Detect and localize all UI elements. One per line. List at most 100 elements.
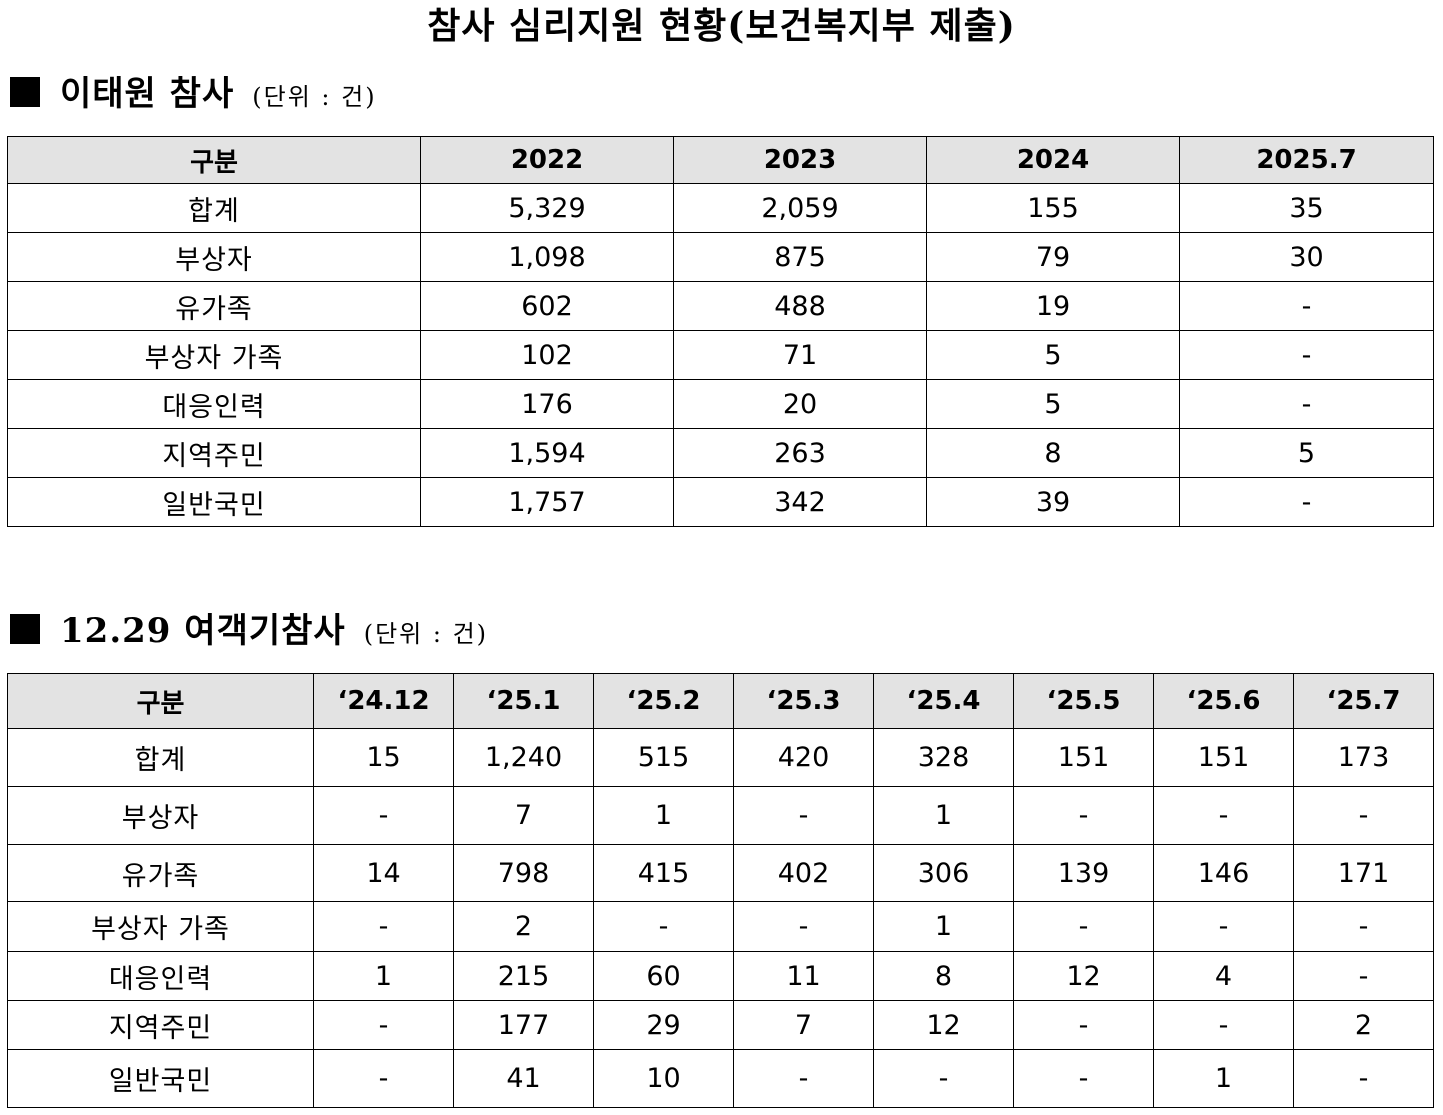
row-label-cell: 지역주민 xyxy=(7,428,421,478)
value-cell: - xyxy=(733,786,874,845)
column-header: 2022 xyxy=(420,136,674,184)
value-cell: - xyxy=(313,786,454,845)
value-cell: 146 xyxy=(1153,844,1294,902)
table-row: 합계 15 1,240 515 420 328 151 151 173 xyxy=(7,728,1434,787)
value-cell: 415 xyxy=(593,844,734,902)
value-cell: 1 xyxy=(1153,1049,1294,1108)
value-cell: 215 xyxy=(453,951,594,1001)
value-cell: 151 xyxy=(1013,728,1154,787)
value-cell: 515 xyxy=(593,728,734,787)
value-cell: 177 xyxy=(453,1000,594,1050)
value-cell: 11 xyxy=(733,951,874,1001)
value-cell: 7 xyxy=(733,1000,874,1050)
value-cell: - xyxy=(1153,1000,1294,1050)
value-cell: - xyxy=(1179,477,1434,527)
value-cell: 8 xyxy=(926,428,1180,478)
column-header: ‘25.2 xyxy=(593,673,734,729)
table-row: 부상자 가족 -2- -1- - - xyxy=(7,901,1434,952)
value-cell: - xyxy=(1013,1000,1154,1050)
value-cell: - xyxy=(1013,1049,1154,1108)
value-cell: 71 xyxy=(673,330,927,380)
value-cell: - xyxy=(1153,901,1294,952)
row-label-cell: 대응인력 xyxy=(7,379,421,429)
table-row: 일반국민 1,757 342 39- xyxy=(7,477,1434,527)
value-cell: 342 xyxy=(673,477,927,527)
value-cell: 79 xyxy=(926,232,1180,282)
value-cell: 5 xyxy=(926,379,1180,429)
aircrash-table: 구분 ‘24.12 ‘25.1 ‘25.2 ‘25.3 ‘25.4 ‘25.5 … xyxy=(7,673,1434,1108)
value-cell: 41 xyxy=(453,1049,594,1108)
value-cell: 12 xyxy=(873,1000,1014,1050)
value-cell: 1,240 xyxy=(453,728,594,787)
value-cell: - xyxy=(1013,901,1154,952)
row-label-cell: 유가족 xyxy=(7,844,314,902)
value-cell: - xyxy=(873,1049,1014,1108)
unit-note: (단위 : 건) xyxy=(252,83,377,111)
table-header-row: 구분 ‘24.12 ‘25.1 ‘25.2 ‘25.3 ‘25.4 ‘25.5 … xyxy=(7,673,1434,729)
value-cell: 20 xyxy=(673,379,927,429)
section-title: 이태원 참사 xyxy=(60,74,235,114)
value-cell: 1 xyxy=(873,901,1014,952)
row-label-cell: 부상자 가족 xyxy=(7,330,421,380)
row-label-cell: 대응인력 xyxy=(7,951,314,1001)
row-label-cell: 부상자 xyxy=(7,232,421,282)
value-cell: 5 xyxy=(1179,428,1434,478)
black-square-icon xyxy=(10,77,40,107)
value-cell: 10 xyxy=(593,1049,734,1108)
table-row: 부상자 가족 102 71 5- xyxy=(7,330,1434,380)
table-row: 지역주민 1,594 263 8 5 xyxy=(7,428,1434,478)
value-cell: 171 xyxy=(1293,844,1434,902)
value-cell: - xyxy=(1293,901,1434,952)
black-square-icon xyxy=(10,614,40,644)
value-cell: 8 xyxy=(873,951,1014,1001)
table-row: 부상자 1,098 875 79 30 xyxy=(7,232,1434,282)
value-cell: - xyxy=(313,1000,454,1050)
value-cell: 2 xyxy=(1293,1000,1434,1050)
value-cell: 5 xyxy=(926,330,1180,380)
value-cell: - xyxy=(1013,786,1154,845)
row-label-cell: 일반국민 xyxy=(7,1049,314,1108)
value-cell: 176 xyxy=(420,379,674,429)
column-header: 2025.7 xyxy=(1179,136,1434,184)
value-cell: 306 xyxy=(873,844,1014,902)
value-cell: 798 xyxy=(453,844,594,902)
value-cell: - xyxy=(1179,330,1434,380)
value-cell: 1,757 xyxy=(420,477,674,527)
table-row: 유가족 602 488 19- xyxy=(7,281,1434,331)
value-cell: - xyxy=(1179,379,1434,429)
value-cell: 488 xyxy=(673,281,927,331)
value-cell: - xyxy=(1293,786,1434,845)
value-cell: 39 xyxy=(926,477,1180,527)
table-row: 지역주민 -177 29 7 12- -2 xyxy=(7,1000,1434,1050)
value-cell: 29 xyxy=(593,1000,734,1050)
column-header: 2024 xyxy=(926,136,1180,184)
value-cell: 328 xyxy=(873,728,1014,787)
value-cell: - xyxy=(1153,786,1294,845)
value-cell: 1 xyxy=(593,786,734,845)
unit-note: (단위 : 건) xyxy=(363,620,489,648)
value-cell: 15 xyxy=(313,728,454,787)
section-header-itaewon: 이태원 참사 (단위 : 건) xyxy=(10,66,377,115)
column-header: 2023 xyxy=(673,136,927,184)
value-cell: - xyxy=(593,901,734,952)
value-cell: 12 xyxy=(1013,951,1154,1001)
page-title: 참사 심리지원 현황(보건복지부 제출) xyxy=(427,5,1016,47)
table-row: 일반국민 -41 10- - -1- xyxy=(7,1049,1434,1108)
column-header: ‘25.4 xyxy=(873,673,1014,729)
column-header: ‘25.3 xyxy=(733,673,874,729)
value-cell: 102 xyxy=(420,330,674,380)
value-cell: 1 xyxy=(873,786,1014,845)
value-cell: 173 xyxy=(1293,728,1434,787)
row-label-cell: 부상자 가족 xyxy=(7,901,314,952)
value-cell: 60 xyxy=(593,951,734,1001)
value-cell: 402 xyxy=(733,844,874,902)
column-header: ‘25.6 xyxy=(1153,673,1294,729)
value-cell: 2 xyxy=(453,901,594,952)
table-row: 유가족 14 798 415 402 306 139 146 171 xyxy=(7,844,1434,902)
row-label-cell: 부상자 xyxy=(7,786,314,845)
column-header: 구분 xyxy=(7,673,314,729)
value-cell: 19 xyxy=(926,281,1180,331)
row-label-cell: 합계 xyxy=(7,728,314,787)
column-header: ‘25.1 xyxy=(453,673,594,729)
table-header-row: 구분 2022 2023 2024 2025.7 xyxy=(7,136,1434,184)
